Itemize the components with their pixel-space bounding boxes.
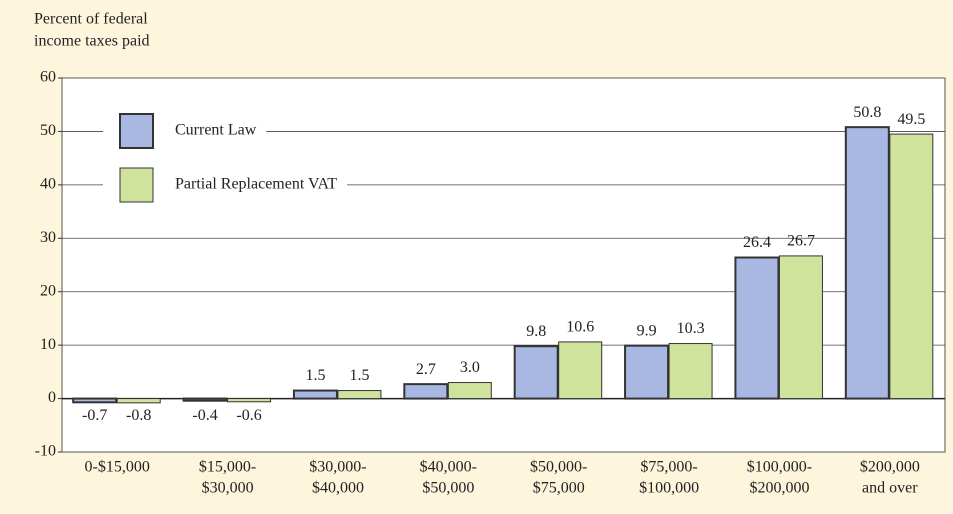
x-tick-label: $75,000: [533, 480, 585, 497]
x-tick-label: $75,000-: [640, 459, 697, 476]
bar: [337, 390, 382, 400]
y-tick-label: 10: [40, 336, 56, 353]
legend-label: Partial Replacement VAT: [175, 176, 337, 193]
x-tick-label: $40,000-: [420, 459, 477, 476]
bar: [889, 133, 934, 400]
data-label: 10.6: [566, 319, 594, 336]
y-tick-label: 30: [40, 229, 56, 246]
data-label: 26.7: [787, 233, 815, 250]
y-tick-label: 60: [40, 69, 56, 86]
data-label: 26.4: [743, 234, 771, 251]
data-label: 2.7: [416, 361, 436, 378]
x-tick-label: $15,000-: [199, 459, 256, 476]
data-label: -0.7: [82, 407, 107, 424]
x-tick-label: 0-$15,000: [85, 459, 150, 476]
data-label: 10.3: [677, 320, 705, 337]
bar: [403, 383, 449, 400]
bar: [513, 345, 559, 400]
x-tick-label: $50,000: [422, 480, 474, 497]
bar: [734, 256, 780, 400]
data-label: -0.8: [126, 407, 151, 424]
data-label: 3.0: [460, 359, 480, 376]
legend-label: Current Law: [175, 122, 257, 139]
y-axis-title: income taxes paid: [34, 33, 150, 50]
y-tick-label: 0: [48, 389, 56, 406]
data-label: 9.9: [637, 322, 657, 339]
x-tick-label: and over: [862, 480, 918, 497]
bar: [292, 389, 338, 400]
bar: [227, 398, 272, 403]
bar: [72, 397, 118, 404]
y-tick-label: -10: [35, 443, 56, 460]
legend-swatch: [119, 113, 154, 149]
bar: [116, 398, 161, 404]
bar: [182, 397, 228, 402]
x-tick-label: $30,000: [202, 480, 254, 497]
data-label: 49.5: [897, 111, 925, 128]
bar: [668, 343, 713, 400]
data-label: 1.5: [349, 367, 369, 384]
bar: [624, 344, 670, 400]
x-tick-label: $200,000: [749, 480, 809, 497]
legend-swatch: [119, 167, 154, 203]
data-label: -0.6: [236, 407, 261, 424]
data-label: 50.8: [853, 104, 881, 121]
y-axis-title: Percent of federal: [34, 11, 148, 28]
bar: [844, 126, 890, 400]
x-tick-label: $100,000: [639, 480, 699, 497]
x-tick-label: $100,000-: [747, 459, 812, 476]
x-tick-label: $40,000: [312, 480, 364, 497]
y-tick-label: 50: [40, 122, 56, 139]
x-tick-label: $200,000: [860, 459, 920, 476]
x-tick-label: $50,000-: [530, 459, 587, 476]
bar: [778, 255, 823, 400]
bar: [558, 341, 603, 400]
bar: [447, 382, 492, 400]
data-label: 9.8: [526, 323, 546, 340]
y-tick-label: 20: [40, 282, 56, 299]
data-label: -0.4: [192, 407, 217, 424]
y-tick-label: 40: [40, 176, 56, 193]
data-label: 1.5: [305, 367, 325, 384]
x-tick-label: $30,000-: [309, 459, 366, 476]
